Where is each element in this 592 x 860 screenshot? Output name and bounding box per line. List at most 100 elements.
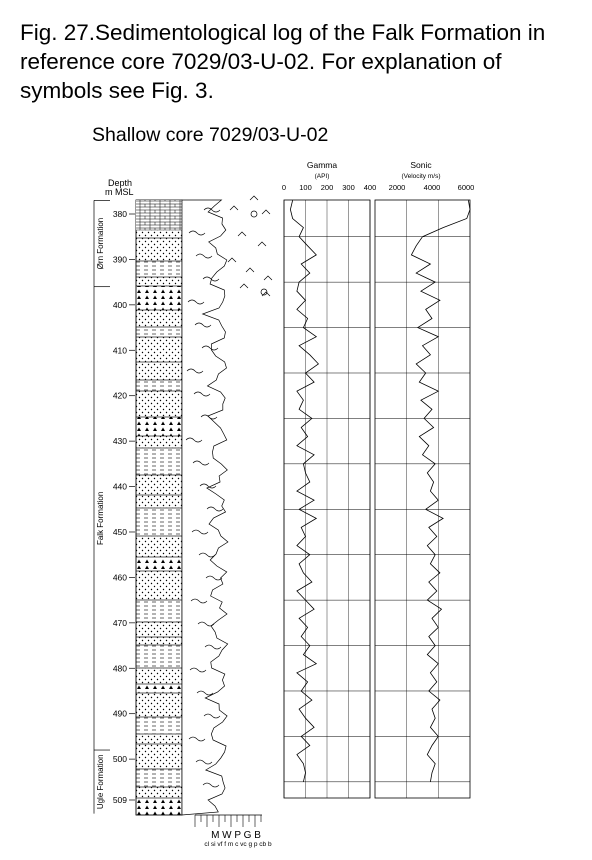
lithology-bed <box>135 309 183 328</box>
lithology-column <box>135 199 183 816</box>
lithology-bed <box>135 447 183 476</box>
lithology-bed <box>135 692 183 718</box>
depth-tick-label: 390 <box>113 254 127 264</box>
lithology-bed <box>135 285 183 311</box>
sonic-unit: (Velocity m/s) <box>401 173 440 180</box>
lithology-bed <box>135 556 183 572</box>
sonic-tick-label: 6000 <box>458 183 475 192</box>
depth-tick-label: 450 <box>113 527 127 537</box>
lithology-bed <box>135 507 183 537</box>
sedimentary-structures <box>185 195 273 788</box>
fossil-symbol <box>257 241 267 247</box>
gamma-title: Gamma <box>307 160 338 170</box>
lithology-bed <box>135 276 183 287</box>
sonic-title: Sonic <box>410 160 432 170</box>
structure-symbol <box>197 621 215 627</box>
lithology-bed <box>135 768 183 788</box>
depth-tick-label: 380 <box>113 209 127 219</box>
depth-unit-label: m MSL <box>105 187 134 197</box>
structure-symbol <box>187 299 205 305</box>
lithology-bed <box>135 416 183 437</box>
sonic-tick-label: 2000 <box>389 183 406 192</box>
depth-tick-label: 490 <box>113 709 127 719</box>
structure-symbol <box>195 759 213 765</box>
nodule-symbol <box>250 210 258 218</box>
depth-tick-label: 400 <box>113 300 127 310</box>
gamma-tick-label: 400 <box>364 183 377 192</box>
structure-symbol <box>203 207 221 213</box>
structure-symbol <box>205 575 223 581</box>
structure-symbol <box>190 598 208 604</box>
gamma-unit: (API) <box>315 173 330 180</box>
sonic-track-frame <box>374 199 471 799</box>
sonic-curve <box>410 200 471 782</box>
nodule-symbol <box>260 288 268 296</box>
lithology-bed <box>135 570 183 601</box>
lithology-bed <box>135 361 183 381</box>
fossil-symbol <box>229 205 239 211</box>
structure-symbol <box>194 322 212 328</box>
depth-tick-label: 430 <box>113 436 127 446</box>
gamma-tick-label: 100 <box>299 183 312 192</box>
lithology-bed <box>135 379 183 392</box>
depth-tick-label: 470 <box>113 618 127 628</box>
grain-size-scale <box>194 814 262 827</box>
lithology-bed <box>135 494 183 509</box>
lithology-bed <box>135 260 183 278</box>
lithology-bed <box>135 636 183 646</box>
grain-scale-minor: cl si vf f m c vc g p cb b <box>204 841 272 848</box>
lithology-bed <box>135 786 183 799</box>
grain-size-profile <box>181 199 229 816</box>
structure-symbol <box>206 506 224 512</box>
depth-label: Depth <box>108 178 132 188</box>
gamma-tick-label: 300 <box>342 183 355 192</box>
lithology-bed <box>135 599 183 623</box>
structure-symbol <box>193 391 211 397</box>
lithology-bed <box>135 336 183 363</box>
depth-tick-label: 420 <box>113 391 127 401</box>
gamma-tick-label: 0 <box>282 183 286 192</box>
lithology-bed <box>135 683 183 694</box>
grain-scale-major: M W P G B <box>211 830 261 841</box>
lithology-bed <box>135 644 183 669</box>
depth-tick-label: 410 <box>113 345 127 355</box>
formation-label: Ørn Formation <box>96 218 105 270</box>
structure-symbol <box>195 253 213 259</box>
lithology-bed <box>135 797 183 816</box>
limestone-bed <box>136 200 182 230</box>
lithology-bed <box>135 535 183 558</box>
structure-symbol <box>188 230 206 236</box>
depth-tick-label: 500 <box>113 754 127 764</box>
figure-caption: Fig. 27.Sedimentological log of the Falk… <box>20 20 546 103</box>
structure-symbol <box>185 437 203 443</box>
fossil-symbol <box>261 209 271 215</box>
fossil-symbol <box>249 195 259 201</box>
structure-symbol <box>199 483 217 489</box>
structure-symbol <box>203 713 221 719</box>
structure-symbol <box>196 690 214 696</box>
lithology-bed <box>135 390 183 418</box>
lithology-bed <box>135 435 183 449</box>
lithology-bed <box>135 474 183 496</box>
formation-label: Falk Formation <box>96 492 105 545</box>
fossil-symbol <box>227 257 237 263</box>
lithology-bed <box>135 667 183 685</box>
structure-symbol <box>202 276 220 282</box>
lithology-bed <box>135 621 183 638</box>
lithology-bed <box>135 716 183 735</box>
structure-symbol <box>202 782 220 788</box>
lithology-bed <box>135 237 183 262</box>
core-title: Shallow core 7029/03-U-02 <box>92 124 329 146</box>
structure-symbol <box>204 644 222 650</box>
structure-symbol <box>192 460 210 466</box>
grain-profile-outline <box>181 199 229 816</box>
formation-label: Ugle Formation <box>96 754 105 809</box>
fossil-symbol <box>245 267 255 273</box>
structure-symbol <box>201 345 219 351</box>
gamma-curve <box>289 200 320 782</box>
structure-symbol <box>200 414 218 420</box>
lithology-bed <box>135 743 183 770</box>
structure-symbol <box>198 552 216 558</box>
structure-symbol <box>186 368 204 374</box>
